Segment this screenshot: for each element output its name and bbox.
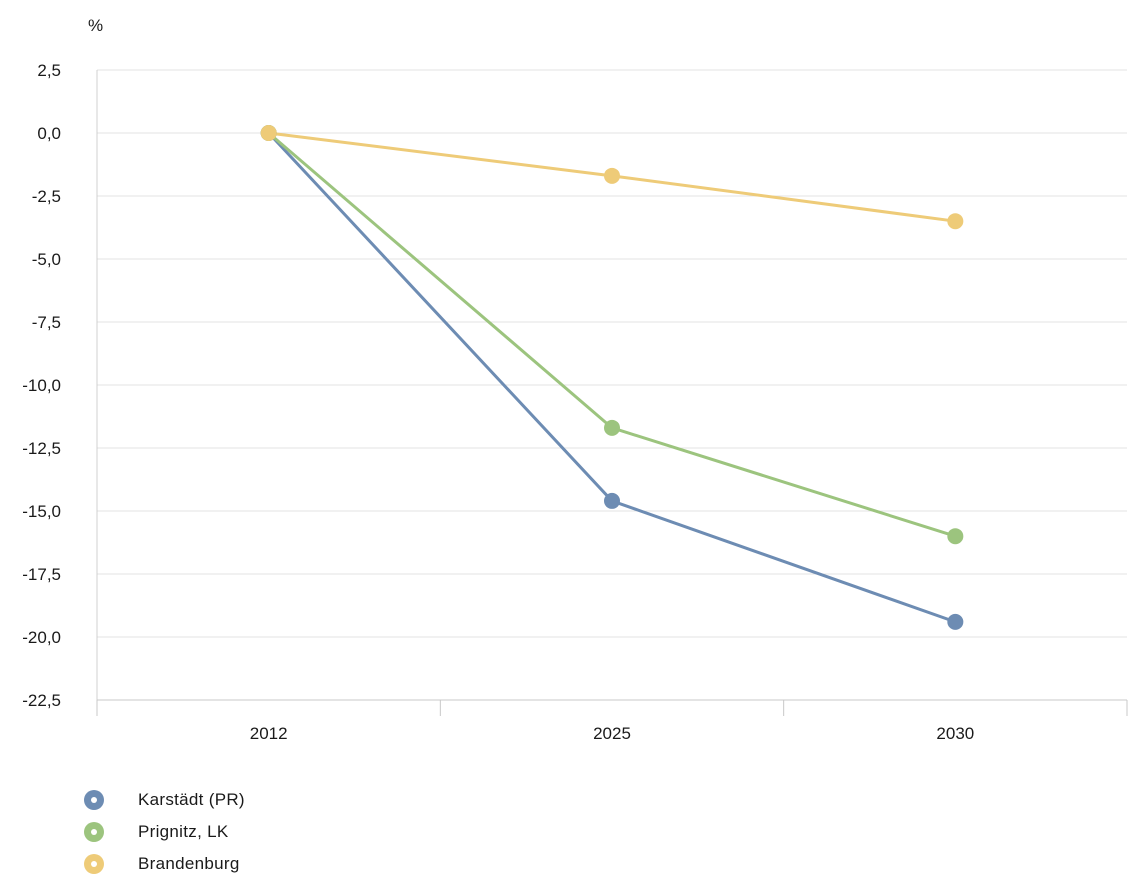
legend-label: Karstädt (PR): [138, 790, 245, 809]
y-tick-label: -22,5: [22, 691, 61, 710]
legend-marker-icon: [84, 854, 104, 874]
data-point: [947, 528, 964, 545]
y-tick-label: -2,5: [32, 187, 61, 206]
legend-label: Brandenburg: [138, 854, 240, 873]
y-tick-label: -5,0: [32, 250, 61, 269]
x-tick-labels: 2012 2025 2030: [250, 724, 974, 743]
legend-label: Prignitz, LK: [138, 822, 229, 841]
legend-item[interactable]: Prignitz, LK: [84, 816, 245, 848]
data-point: [260, 125, 277, 141]
y-tick-label: -10,0: [22, 376, 61, 395]
y-tick-label: 2,5: [37, 61, 61, 80]
y-tick-label: -7,5: [32, 313, 61, 332]
series-lines: [267, 131, 957, 624]
data-point: [604, 419, 620, 436]
x-tick-label: 2012: [250, 724, 288, 743]
data-point: [947, 213, 964, 230]
gridlines: [97, 69, 1127, 701]
data-points: [260, 125, 964, 630]
y-tick-label: -20,0: [22, 628, 61, 647]
y-axis-unit-label: %: [88, 16, 103, 35]
y-tick-label: -17,5: [22, 565, 61, 584]
legend: Karstädt (PR) Prignitz, LK Brandenburg: [84, 784, 245, 880]
x-tick-label: 2025: [593, 724, 631, 743]
legend-marker-icon: [84, 790, 104, 810]
y-tick-label: -15,0: [22, 502, 61, 521]
legend-item[interactable]: Karstädt (PR): [84, 784, 245, 816]
y-tick-label: -12,5: [22, 439, 61, 458]
y-tick-label: 0,0: [37, 124, 61, 143]
legend-marker-icon: [84, 822, 104, 842]
data-point: [604, 167, 620, 184]
legend-item[interactable]: Brandenburg: [84, 848, 245, 880]
axes: [96, 70, 1128, 716]
data-point: [947, 613, 964, 630]
data-point: [604, 492, 620, 509]
y-tick-labels: 2,5 0,0 -2,5 -5,0 -7,5 -10,0 -12,5 -15,0 -17,5 -2…: [22, 61, 61, 710]
x-tick-label: 2030: [936, 724, 974, 743]
series-line: [267, 131, 957, 538]
